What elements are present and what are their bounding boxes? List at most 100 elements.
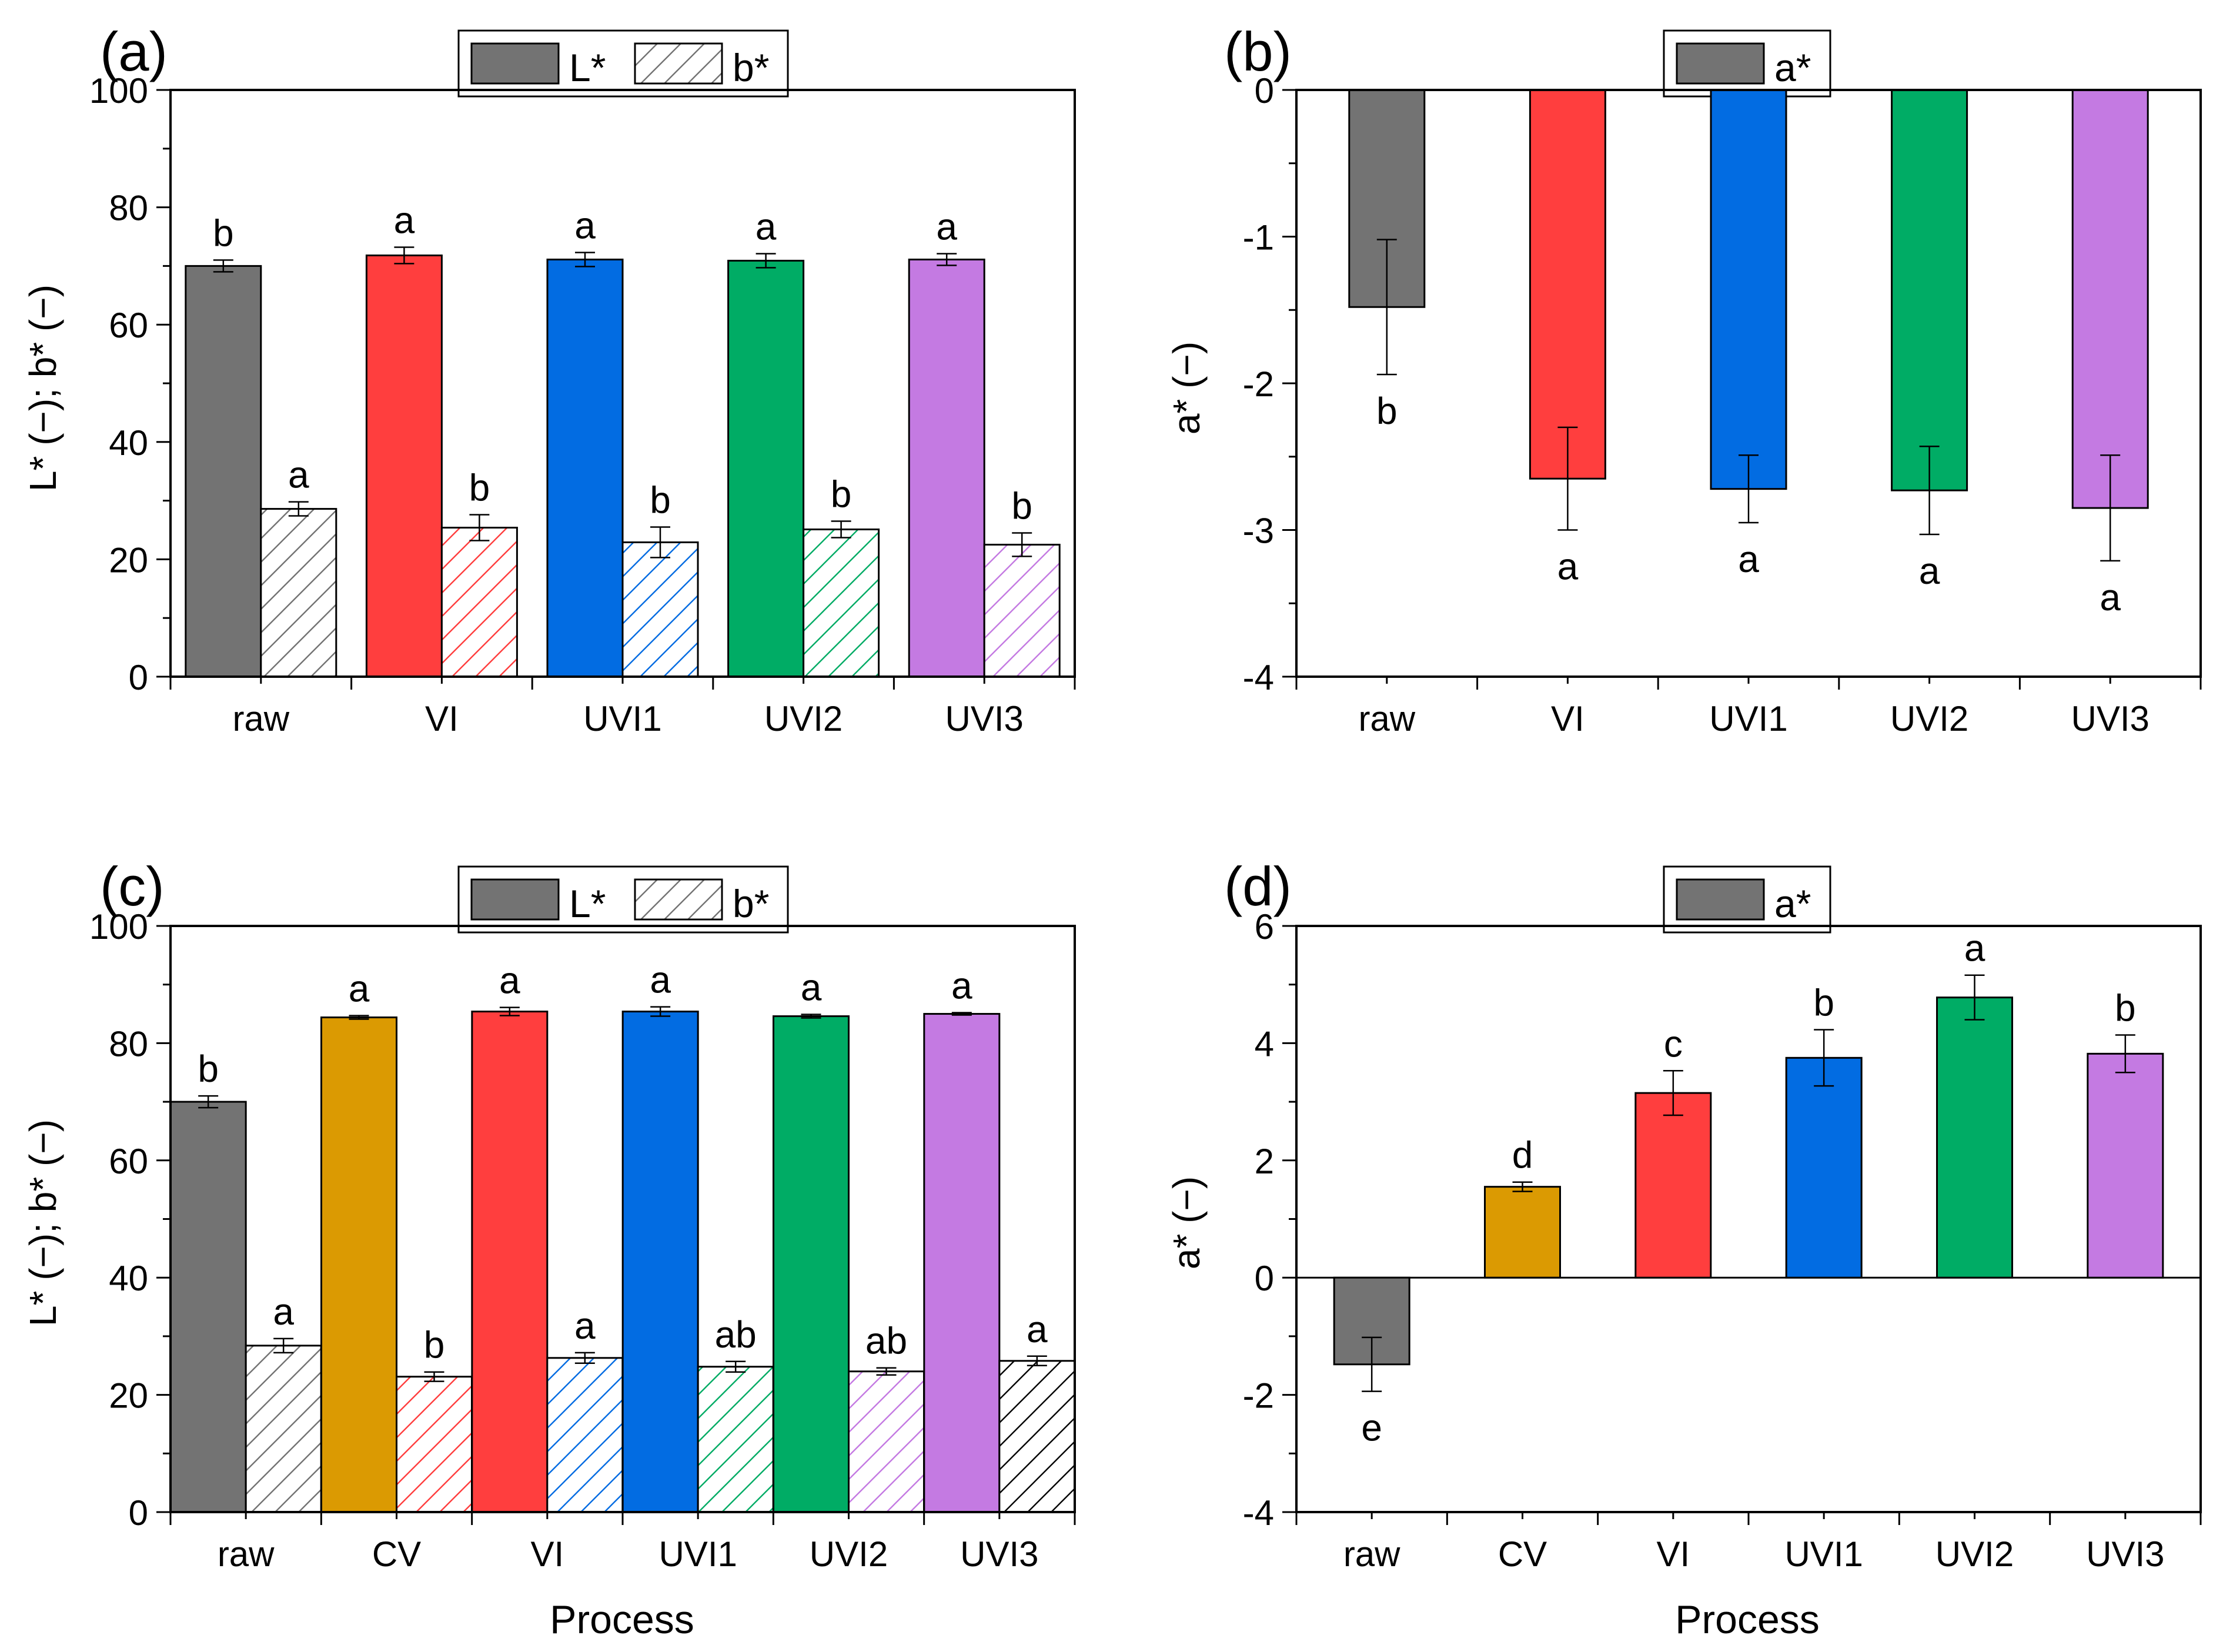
error-bar — [831, 520, 851, 539]
panel-label: (d) — [1224, 855, 1292, 917]
y-tick-label: -1 — [1243, 218, 1274, 258]
x-tick-label: raw — [1358, 699, 1415, 738]
x-tick-label: raw — [232, 699, 289, 738]
y-axis-title: L* (−); b* (−) — [22, 285, 64, 491]
significance-label: b — [213, 212, 234, 254]
y-tick-label: 20 — [109, 540, 148, 580]
significance-label: c — [1664, 1022, 1683, 1065]
significance-label: ab — [865, 1320, 907, 1362]
significance-label: b — [198, 1048, 219, 1090]
significance-label: a — [1964, 927, 1985, 969]
bar-bstar-UVI1 — [697, 1366, 774, 1513]
bar-Lstar-UVI1 — [621, 1011, 699, 1513]
significance-label: a — [288, 454, 309, 496]
bar-bstar-UVI1 — [621, 541, 699, 678]
legend: a* — [1663, 865, 1831, 934]
legend-label: a* — [1774, 882, 1811, 925]
significance-label: a — [2100, 576, 2121, 618]
bar-Lstar-UVI3 — [908, 258, 985, 678]
x-tick-label: UVI1 — [1709, 699, 1787, 738]
significance-label: b — [2115, 986, 2136, 1029]
bar-astar-CV — [1484, 1186, 1561, 1279]
y-tick-label: 20 — [109, 1376, 148, 1416]
legend-label: b* — [733, 46, 769, 89]
x-tick-label: raw — [218, 1534, 275, 1574]
legend-label: a* — [1774, 46, 1811, 89]
plot-area: b a a a a a b b b b 0 20 40 60 80 100 raw VI UVI1 UVI2 UVI3 — [89, 71, 1076, 738]
significance-label: b — [650, 479, 671, 521]
bar-astar-VI — [1634, 1092, 1712, 1279]
y-tick-label: 40 — [109, 1259, 148, 1298]
significance-label: a — [499, 959, 520, 1002]
x-tick-label: UVI2 — [764, 699, 843, 738]
y-tick-label: 2 — [1255, 1142, 1274, 1181]
error-bar — [1027, 1355, 1047, 1366]
significance-label: a — [951, 965, 972, 1007]
error-bar — [349, 1015, 369, 1020]
x-tick-label: VI — [1656, 1534, 1690, 1574]
x-tick-label: CV — [1498, 1534, 1547, 1574]
y-tick-label: 80 — [109, 189, 148, 228]
bar-bstar-UVI3 — [983, 543, 1061, 678]
y-tick-label: 80 — [109, 1024, 148, 1064]
error-bar — [1512, 1181, 1533, 1192]
bar-Lstar-CV — [320, 1016, 397, 1513]
bar-bstar-CV — [396, 1376, 473, 1513]
error-bar — [1557, 426, 1578, 531]
error-bar — [1376, 239, 1397, 376]
error-bar — [213, 259, 233, 273]
error-bar — [2115, 1034, 2135, 1074]
x-tick-label: UVI2 — [1935, 1534, 2014, 1574]
error-bar — [499, 1006, 520, 1016]
legend-swatch-solid — [470, 878, 560, 921]
y-tick-label: 6 — [1255, 907, 1274, 947]
error-bar — [575, 252, 595, 267]
error-bar — [756, 253, 776, 269]
x-tick-label: UVI1 — [658, 1534, 737, 1574]
error-bar — [650, 1006, 671, 1017]
y-tick-label: -2 — [1243, 364, 1274, 404]
legend: a* — [1663, 29, 1831, 98]
legend-swatch-solid — [1676, 42, 1765, 85]
panel-label: (b) — [1224, 21, 1292, 82]
significance-label: a — [394, 199, 415, 241]
y-tick-label: -4 — [1243, 1493, 1274, 1533]
error-bar — [198, 1095, 219, 1109]
bar-astar-VI — [1529, 89, 1606, 480]
x-tick-label: UVI1 — [583, 699, 661, 738]
x-tick-label: VI — [425, 699, 459, 738]
legend-swatch-solid — [470, 42, 560, 85]
bar-bstar-raw — [245, 1345, 322, 1513]
bar-bstar-UVI2 — [848, 1370, 925, 1513]
legend: L* b* — [457, 865, 789, 934]
y-tick-label: 0 — [129, 1493, 148, 1533]
bar-Lstar-VI — [471, 1011, 549, 1513]
error-bar — [469, 514, 490, 541]
error-bar — [876, 1367, 897, 1376]
plot-frame — [1295, 925, 2202, 1513]
significance-label: a — [1738, 538, 1759, 580]
error-bar — [1012, 532, 1032, 557]
error-bar — [574, 1352, 595, 1365]
y-tick-label: 60 — [109, 306, 148, 345]
significance-label: a — [650, 959, 671, 1001]
y-tick-label: 0 — [129, 658, 148, 697]
y-axis-title: a* (−) — [1165, 1176, 1208, 1269]
x-tick-label: UVI3 — [960, 1534, 1038, 1574]
bar-Lstar-UVI3 — [923, 1013, 1001, 1513]
error-bar — [951, 1012, 972, 1016]
y-tick-label: -4 — [1243, 658, 1274, 697]
error-bar — [650, 526, 670, 559]
plot-area: e d c b a b -4 -2 0 2 4 6 raw CV VI UVI1 UVI2 UVI3 — [1243, 907, 2202, 1574]
significance-label: b — [1011, 484, 1032, 527]
bar-Lstar-UVI2 — [773, 1015, 850, 1513]
x-axis-title: Process — [1675, 1597, 1820, 1642]
x-tick-label: UVI3 — [945, 699, 1024, 738]
bar-bstar-UVI2 — [803, 529, 880, 678]
bar-Lstar-VI — [365, 254, 443, 678]
x-tick-label: CV — [372, 1534, 421, 1574]
legend-label: L* — [569, 882, 606, 925]
error-bar — [801, 1014, 821, 1019]
bar-astar-UVI3 — [2087, 1052, 2164, 1279]
y-tick-label: 60 — [109, 1142, 148, 1181]
